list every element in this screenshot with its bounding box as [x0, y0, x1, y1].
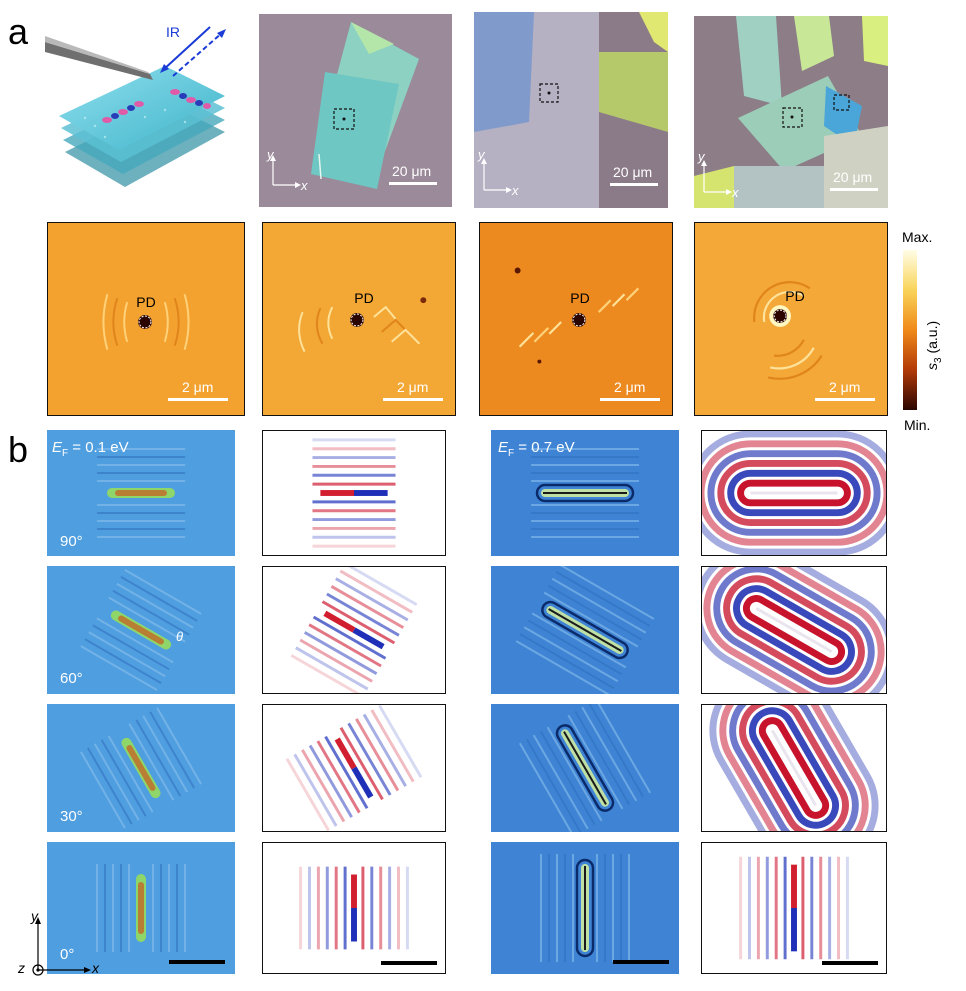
sim-low-map-90deg [262, 430, 446, 556]
panel-label-a: a [8, 11, 29, 52]
colorbar [903, 250, 917, 410]
near-field-map-2: PD 2 μm [262, 222, 456, 416]
scale-bar-label: 2 μm [397, 379, 429, 395]
exp-low-map-60deg [47, 566, 235, 694]
theta-label: θ [176, 629, 184, 644]
pd-marker: PD [136, 294, 156, 310]
panel-label-b: b [8, 429, 29, 470]
fermi-energy-label-low: EF = 0.1 eV [52, 439, 129, 459]
axis-x-label: x [732, 185, 739, 200]
exp-low-map-0deg [47, 842, 235, 974]
scale-bar [169, 960, 225, 964]
scale-bar-label: 2 μm [829, 379, 861, 395]
angle-label-30: 30° [60, 808, 83, 825]
axes-triad-icon [32, 917, 91, 976]
sim-high-map-90deg [701, 430, 887, 556]
scale-bar-label: 2 μm [614, 379, 646, 395]
colorbar-min-label: Min. [904, 417, 931, 433]
axis-y-label: y [267, 147, 274, 162]
axis-y-label: y [698, 149, 705, 164]
exp-low-map-90deg [47, 430, 235, 556]
colorbar-max-label: Max. [902, 229, 933, 245]
fermi-energy-label-high: EF = 0.7 eV [498, 439, 575, 459]
scale-bar-label: 20 μm [392, 163, 432, 179]
ir-label: IR [166, 24, 180, 40]
axis-x-label: x [301, 178, 308, 193]
sim-high-map-0deg [701, 842, 887, 974]
near-field-map-1: PD 2 μm [47, 222, 245, 416]
angle-label-60: 60° [60, 670, 83, 687]
pd-marker: PD [785, 288, 805, 304]
exp-high-map-90deg [491, 430, 679, 556]
pd-marker: PD [354, 290, 374, 306]
scale-bar [381, 961, 437, 965]
axis-y-label: y [478, 147, 485, 162]
sim-low-map-0deg [262, 842, 446, 974]
device-schematic: IR [45, 22, 245, 202]
scale-bar-label: 20 μm [833, 169, 873, 185]
near-field-map-3: PD 2 μm [479, 222, 673, 416]
sim-high-map-60deg [701, 566, 887, 694]
scale-bar [613, 960, 669, 964]
exp-high-map-30deg [491, 704, 679, 832]
axis-x-label: x [512, 183, 519, 198]
pd-marker: PD [570, 290, 590, 306]
optical-micrograph-2: 20 μm y x [474, 12, 668, 208]
exp-low-map-30deg [47, 704, 235, 832]
optical-micrograph-3: 20 μm y x [694, 16, 888, 208]
angle-label-90: 90° [60, 533, 83, 550]
near-field-map-4: PD 2 μm [694, 222, 888, 416]
scale-bar-label: 20 μm [613, 164, 653, 180]
exp-high-map-60deg [491, 566, 679, 694]
angle-label-0: 0° [60, 946, 75, 963]
sim-low-map-30deg [262, 704, 446, 832]
sim-low-map-60deg [262, 566, 446, 694]
axis-z-label: z [18, 960, 25, 976]
axis-x-label: x [92, 960, 99, 976]
scale-bar [822, 961, 878, 965]
axis-y-label: y [31, 908, 38, 924]
exp-high-map-0deg [491, 842, 679, 974]
sim-high-map-30deg [701, 704, 887, 832]
optical-micrograph-1: 20 μm y x [259, 14, 452, 207]
scale-bar-label: 2 μm [182, 379, 214, 395]
